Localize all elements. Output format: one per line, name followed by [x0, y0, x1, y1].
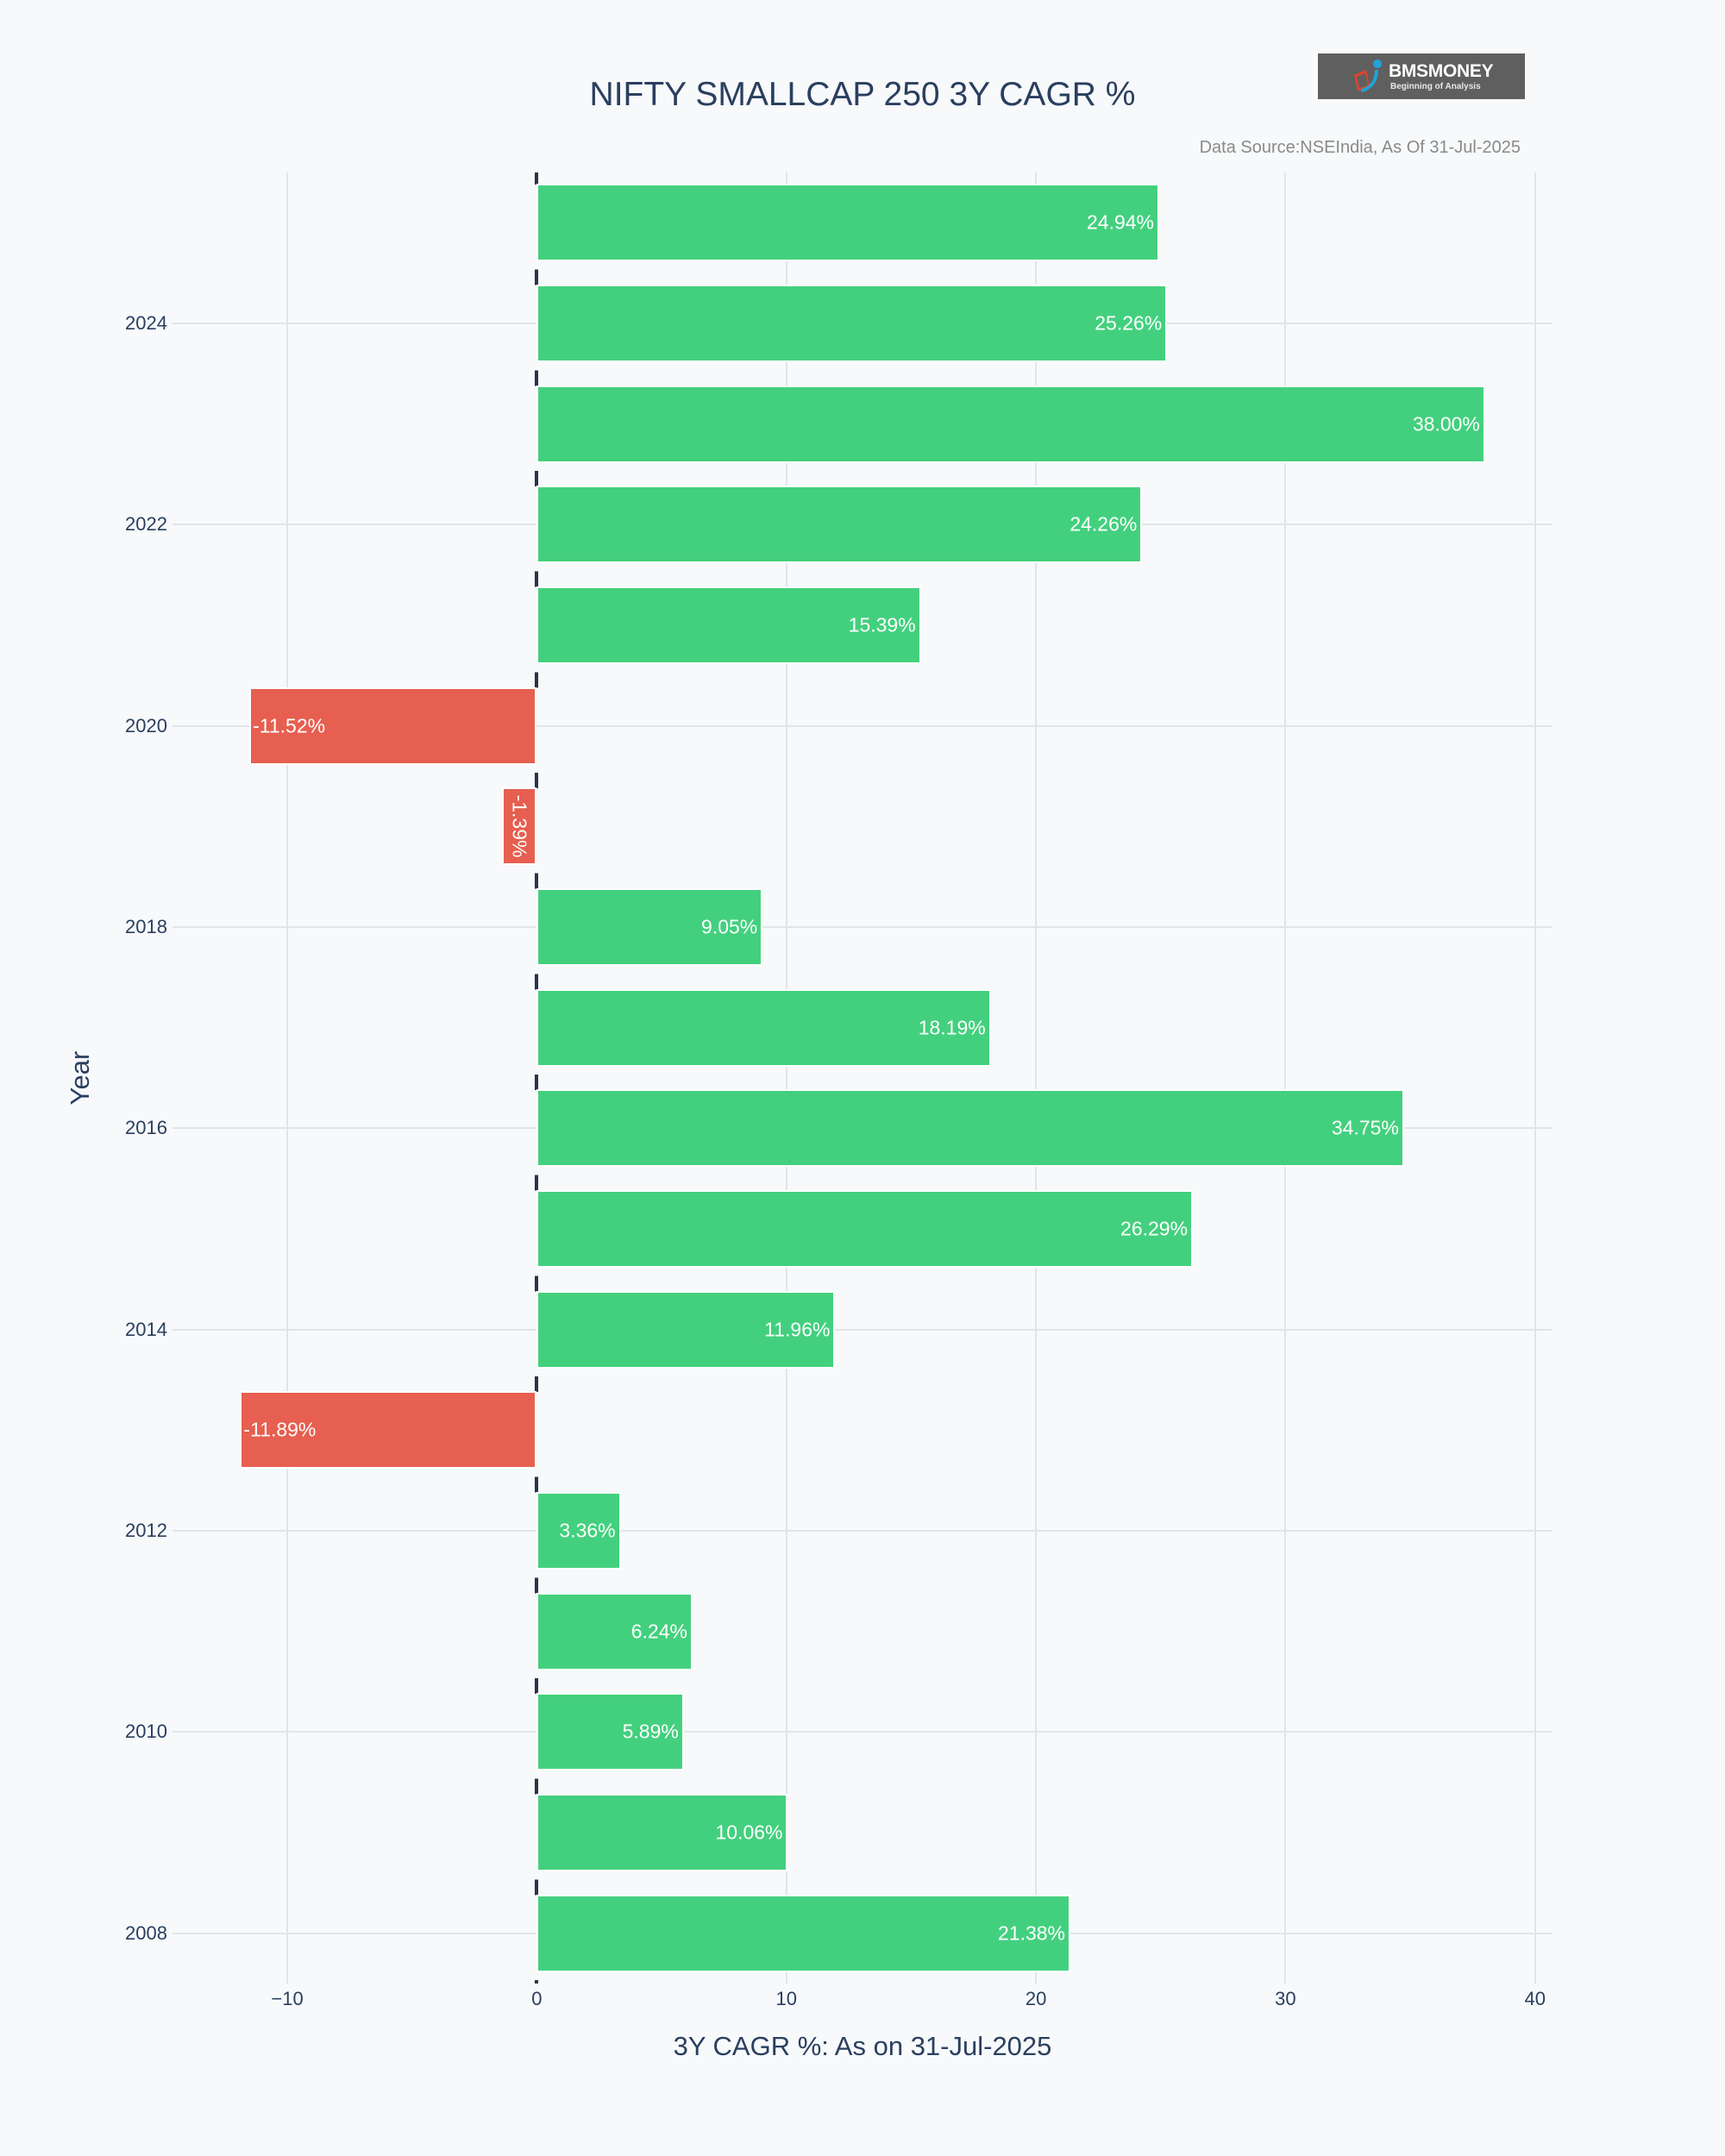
x-gridline	[286, 172, 289, 1984]
bar-2022[interactable]: 24.26%	[536, 486, 1143, 564]
data-source-note: Data Source:NSEIndia, As Of 31-Jul-2025	[1199, 138, 1521, 157]
y-tick-label: 2016	[125, 1117, 167, 1139]
bar-value-label: 5.89%	[622, 1720, 679, 1743]
y-tick-label: 2018	[125, 916, 167, 937]
bar-2018[interactable]: 9.05%	[536, 888, 763, 966]
y-gridline	[172, 1731, 1552, 1733]
chart-title: NIFTY SMALLCAP 250 3Y CAGR %	[589, 76, 1136, 113]
bar-2023[interactable]: 38.00%	[536, 385, 1485, 463]
bmsmoney-logo: BMSMONEY Beginning of Analysis	[1318, 53, 1525, 99]
logo-icon	[1354, 59, 1382, 92]
bar-value-label: 25.26%	[1095, 311, 1163, 335]
y-tick-label: 2010	[125, 1720, 167, 1743]
bar-value-label: 3.36%	[559, 1519, 616, 1542]
logo-tagline: Beginning of Analysis	[1390, 81, 1481, 91]
bar-2010[interactable]: 5.89%	[536, 1693, 684, 1771]
x-tick-label: 0	[531, 1988, 543, 2009]
bar-2024[interactable]: 25.26%	[536, 285, 1168, 362]
bar-value-label: 10.06%	[715, 1821, 783, 1844]
x-gridline	[785, 172, 787, 1984]
bar-value-label: 11.96%	[764, 1318, 831, 1341]
x-tick-label: 30	[1275, 1988, 1296, 2009]
y-tick-label: 2008	[125, 1921, 167, 1944]
zero-line	[535, 172, 539, 1984]
y-gridline	[172, 1530, 1552, 1532]
bar-value-label: 15.39%	[848, 613, 916, 636]
x-tick-label: 10	[775, 1988, 797, 2009]
x-axis-title: 3Y CAGR %: As on 31-Jul-2025	[673, 2031, 1052, 2061]
bar-value-label: 26.29%	[1120, 1217, 1189, 1240]
bar-2020[interactable]: -11.52%	[249, 686, 537, 765]
bar-2011[interactable]: 6.24%	[536, 1592, 693, 1670]
y-tick-label: 2022	[125, 513, 167, 536]
logo-name: BMSMONEY	[1389, 60, 1494, 81]
bar-value-label: 24.26%	[1070, 512, 1138, 536]
bar-value-label: 9.05%	[701, 915, 758, 938]
bar-value-label: -1.39%	[508, 794, 531, 858]
bar-2016[interactable]: 34.75%	[536, 1089, 1404, 1168]
bar-2008[interactable]: 21.38%	[536, 1894, 1070, 1972]
bar-2013[interactable]: -11.89%	[240, 1391, 537, 1470]
bar-2012[interactable]: 3.36%	[536, 1492, 621, 1570]
bar-value-label: 6.24%	[630, 1620, 687, 1643]
bar-2021[interactable]: 15.39%	[536, 586, 921, 664]
y-tick-label: 2024	[125, 312, 167, 334]
bar-2014[interactable]: 11.96%	[536, 1290, 836, 1369]
bar-value-label: 18.19%	[918, 1016, 986, 1039]
y-tick-label: 2014	[125, 1318, 167, 1340]
bar-value-label: 21.38%	[997, 1921, 1065, 1945]
x-gridline	[1035, 172, 1038, 1984]
x-gridline	[1284, 172, 1287, 1984]
bar-2019[interactable]: -1.39%	[502, 787, 537, 866]
bar-2025[interactable]: 24.94%	[536, 184, 1159, 262]
y-tick-label: 2020	[125, 714, 167, 736]
bar-value-label: 24.94%	[1086, 210, 1154, 234]
bar-value-label: -11.52%	[253, 714, 326, 737]
x-tick-label: 20	[1025, 1988, 1047, 2009]
x-gridline	[1534, 172, 1536, 1984]
bar-value-label: -11.89%	[243, 1418, 317, 1441]
bar-value-label: 34.75%	[1331, 1116, 1399, 1139]
bar-2009[interactable]: 10.06%	[536, 1794, 788, 1871]
x-tick-label: 40	[1524, 1988, 1546, 2009]
y-tick-label: 2012	[125, 1520, 167, 1541]
x-tick-label: −10	[271, 1988, 304, 2009]
y-gridline	[172, 1328, 1552, 1331]
bar-value-label: 38.00%	[1412, 412, 1480, 436]
y-gridline	[172, 926, 1552, 928]
y-gridline	[172, 724, 1552, 727]
bar-2015[interactable]: 26.29%	[536, 1190, 1194, 1268]
y-axis-title: Year	[65, 1050, 95, 1106]
bar-2017[interactable]: 18.19%	[536, 988, 991, 1067]
plot-area: 24.94% 25.26% 38.00% 24.26% 15.39% -11.52% -1.…	[172, 172, 1552, 1984]
